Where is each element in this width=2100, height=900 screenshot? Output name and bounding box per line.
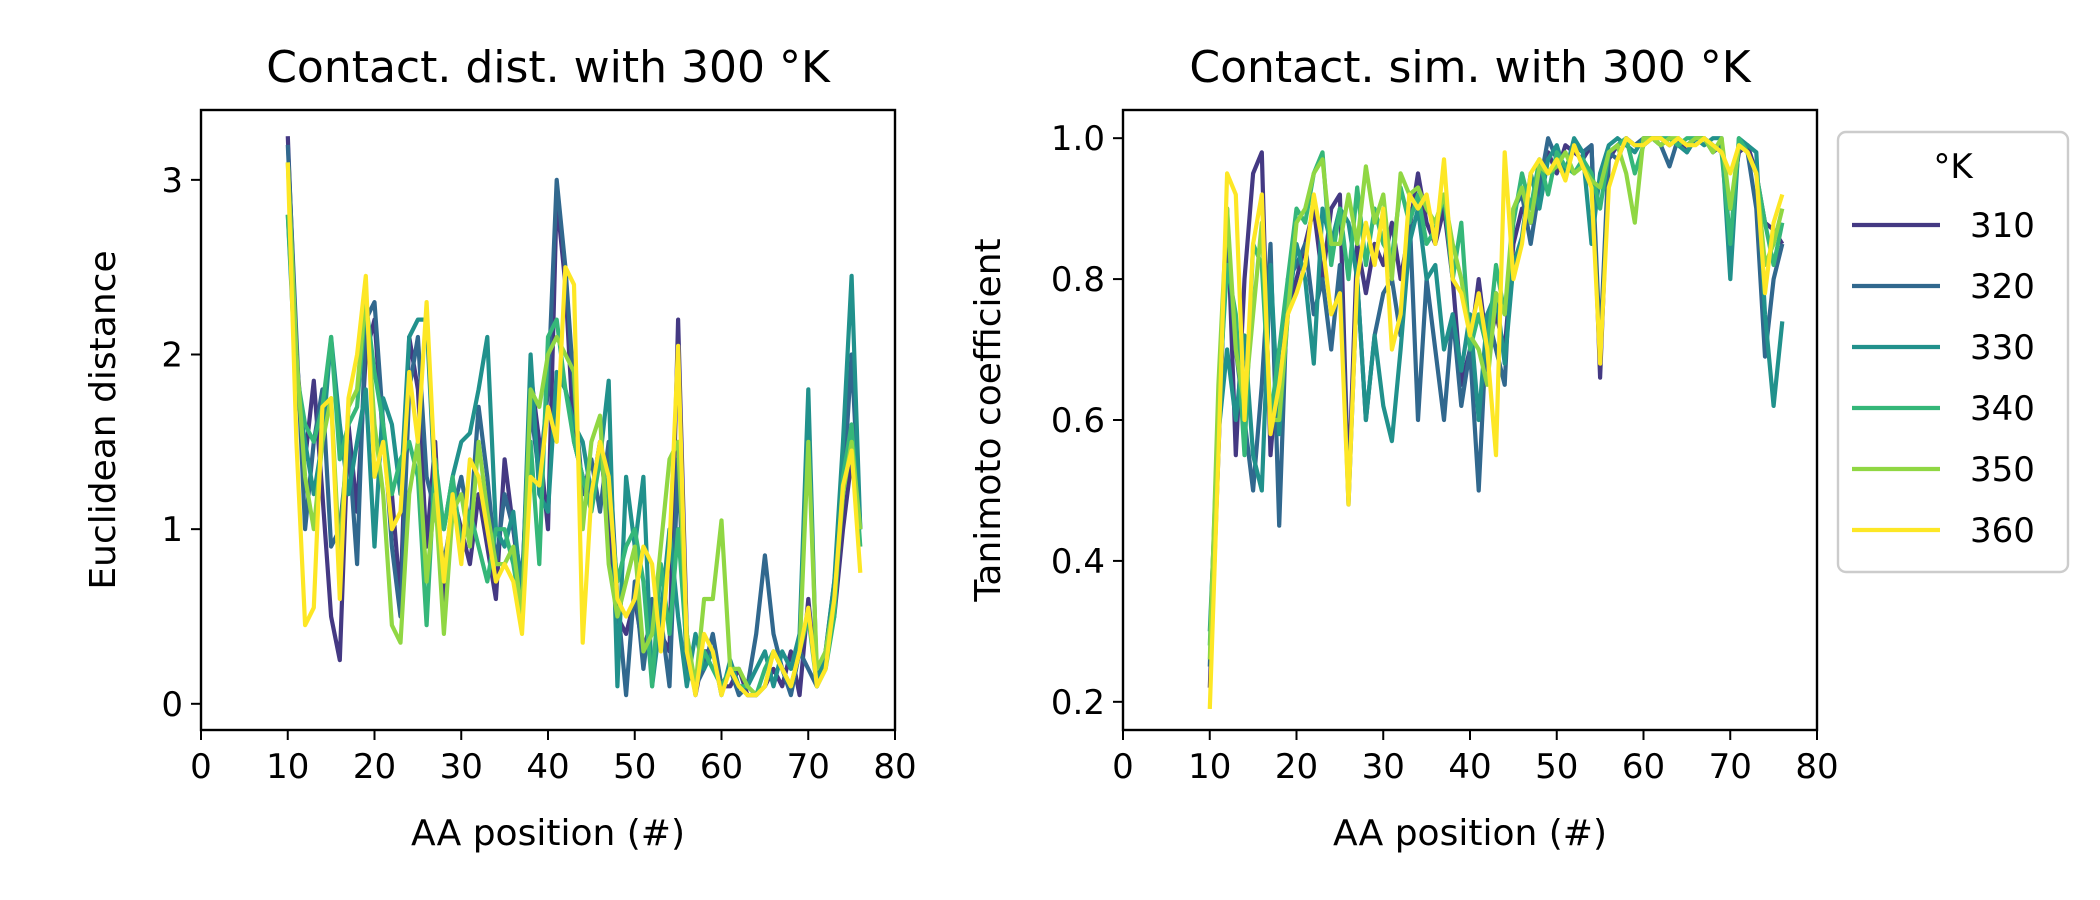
x-tick-label: 70 <box>1709 747 1752 787</box>
legend-label-330: 330 <box>1970 328 2035 368</box>
y-axis-ticks: 0.2 0.4 0.6 0.8 1.0 <box>1051 119 1123 723</box>
tanimoto-coefficient-chart: Contact. sim. with 300 °K 0 10 20 30 40 50 60 7… <box>968 42 1839 854</box>
legend-label-340: 340 <box>1970 389 2035 429</box>
series-line-360 <box>1207 136 1785 709</box>
y-tick-label: 1 <box>161 510 183 550</box>
series-line-340 <box>285 214 863 698</box>
y-tick-label: 3 <box>161 161 183 201</box>
plot-lines <box>1207 136 1785 709</box>
series-line-330 <box>285 214 863 698</box>
y-tick-label: 1.0 <box>1051 119 1105 159</box>
x-tick-label: 50 <box>1535 747 1578 787</box>
x-axis-ticks: 0 10 20 30 40 50 60 70 80 <box>190 730 917 787</box>
y-tick-label: 0.2 <box>1051 683 1105 723</box>
x-tick-label: 10 <box>266 747 309 787</box>
x-tick-label: 40 <box>1448 747 1491 787</box>
euclidean-distance-chart: Contact. dist. with 300 °K 0 10 20 30 40 50 60… <box>83 42 917 854</box>
legend-label-350: 350 <box>1970 450 2035 490</box>
plot-lines <box>285 136 863 698</box>
x-axis-label: AA position (#) <box>411 813 685 854</box>
x-tick-label: 20 <box>353 747 396 787</box>
x-tick-label: 30 <box>1362 747 1405 787</box>
x-tick-label: 30 <box>440 747 483 787</box>
x-tick-label: 10 <box>1188 747 1231 787</box>
legend-label-360: 360 <box>1970 511 2035 551</box>
x-axis-ticks: 0 10 20 30 40 50 60 70 80 <box>1112 730 1839 787</box>
x-tick-label: 0 <box>1112 747 1134 787</box>
legend-label-310: 310 <box>1970 206 2035 246</box>
x-tick-label: 60 <box>700 747 743 787</box>
legend-label-320: 320 <box>1970 267 2035 307</box>
x-axis-label: AA position (#) <box>1333 813 1607 854</box>
y-tick-label: 0 <box>161 685 183 725</box>
chart-title: Contact. dist. with 300 °K <box>266 42 831 93</box>
series-line-360 <box>285 162 863 698</box>
y-tick-label: 0.8 <box>1051 260 1105 300</box>
legend-items: 310 320 330 340 350 360 <box>1852 206 2035 551</box>
y-axis-label: Tanimoto coefficient <box>968 238 1009 602</box>
y-axis-ticks: 0 1 2 3 <box>161 161 201 725</box>
x-tick-label: 50 <box>613 747 656 787</box>
legend: °K 310 320 330 340 350 360 <box>1836 130 2070 574</box>
x-tick-label: 80 <box>873 747 916 787</box>
x-tick-label: 20 <box>1275 747 1318 787</box>
y-tick-label: 0.4 <box>1051 542 1105 582</box>
y-axis-label: Euclidean distance <box>83 250 124 589</box>
legend-box <box>1836 130 2070 574</box>
x-tick-label: 0 <box>190 747 212 787</box>
x-tick-label: 70 <box>787 747 830 787</box>
x-tick-label: 60 <box>1622 747 1665 787</box>
legend-title: °K <box>1933 147 1974 187</box>
y-tick-label: 2 <box>161 336 183 376</box>
x-tick-label: 80 <box>1795 747 1838 787</box>
y-tick-label: 0.6 <box>1051 401 1105 441</box>
series-line-340 <box>1207 136 1785 646</box>
x-tick-label: 40 <box>526 747 569 787</box>
chart-title: Contact. sim. with 300 °K <box>1189 42 1751 93</box>
